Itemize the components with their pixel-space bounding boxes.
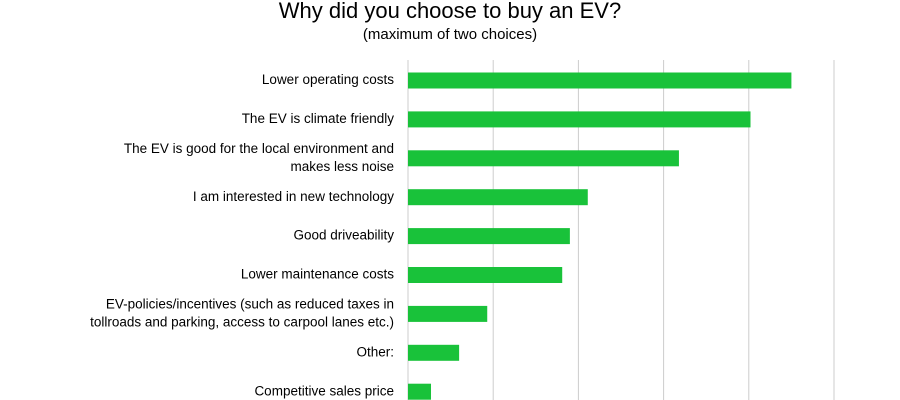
chart-title: Why did you choose to buy an EV? (278, 0, 622, 23)
category-label-line: tollroads and parking, access to carpool… (90, 314, 394, 329)
category-label: Lower operating costs (262, 72, 394, 87)
category-label-line: Other: (356, 344, 394, 359)
category-label: Competitive sales price (254, 383, 394, 398)
category-labels: Lower operating costs The EV is climate f… (90, 72, 394, 398)
category-label-line: I am interested in new technology (193, 189, 394, 204)
category-label: Lower maintenance costs (241, 267, 394, 282)
category-label-line: Lower maintenance costs (241, 267, 394, 282)
bar (408, 383, 432, 400)
chart-subtitle: (maximum of two choices) (362, 26, 538, 43)
bar (408, 305, 488, 322)
bar (408, 150, 679, 167)
bar (408, 267, 563, 283)
category-label: I am interested in new technology (193, 189, 394, 204)
category-label-line: The EV is climate friendly (242, 111, 395, 126)
bar (408, 72, 792, 89)
category-label: The EV is climate friendly (242, 111, 395, 126)
category-label: The EV is good for the local environment… (124, 141, 394, 174)
category-label: EV-policies/incentives (such as reduced … (90, 296, 394, 329)
bar (408, 111, 751, 128)
category-label: Other: (356, 344, 394, 359)
category-label-line: The EV is good for the local environment… (124, 141, 394, 156)
bar (408, 344, 460, 361)
category-label-line: makes less noise (290, 159, 394, 174)
category-label-line: Lower operating costs (262, 72, 394, 87)
bar (408, 228, 570, 245)
category-label-line: Competitive sales price (254, 383, 394, 398)
category-label: Good driveability (293, 228, 394, 243)
bar (408, 189, 588, 206)
bars (408, 72, 792, 400)
category-label-line: Good driveability (293, 228, 394, 243)
category-label-line: EV-policies/incentives (such as reduced … (106, 296, 394, 311)
